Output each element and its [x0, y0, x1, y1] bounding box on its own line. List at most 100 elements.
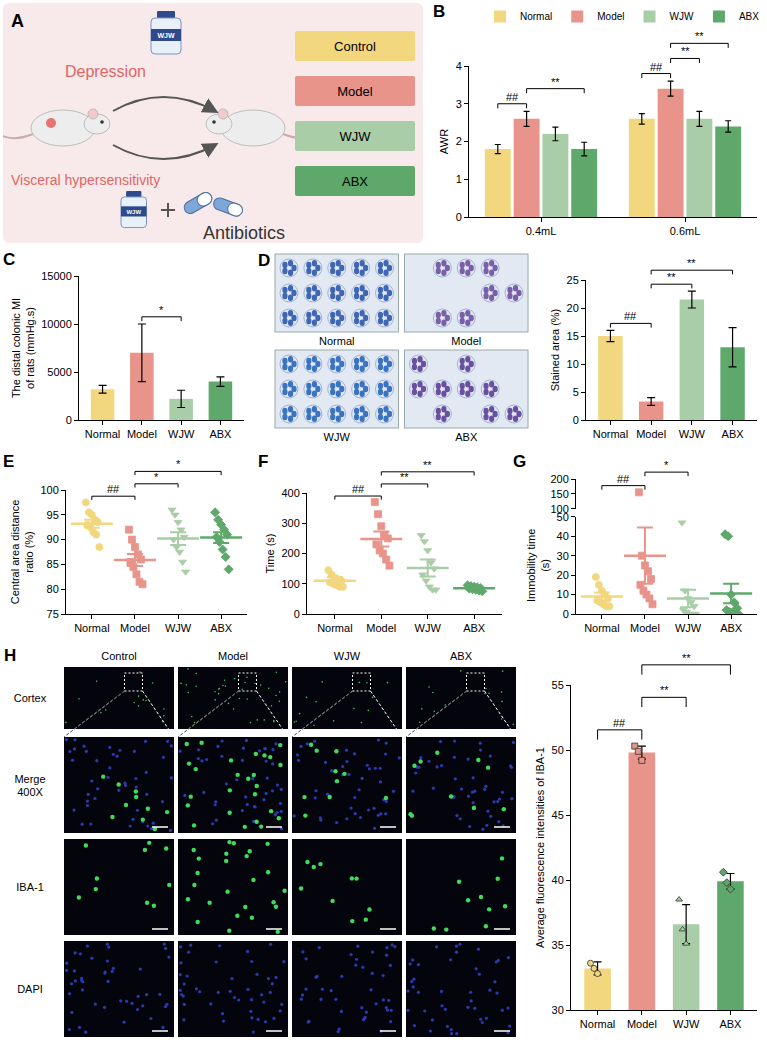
svg-text:55: 55 — [552, 679, 564, 691]
svg-text:400X: 400X — [17, 786, 43, 798]
svg-text:10: 10 — [557, 588, 569, 600]
svg-text:Normal: Normal — [580, 1018, 615, 1030]
svg-text:##: ## — [650, 61, 663, 73]
svg-text:Depression: Depression — [65, 63, 146, 80]
svg-text:WJW: WJW — [675, 622, 702, 634]
svg-text:WJW: WJW — [324, 431, 351, 443]
svg-text:Control: Control — [334, 39, 376, 54]
svg-text:45: 45 — [552, 809, 564, 821]
svg-text:**: ** — [551, 76, 560, 88]
svg-text:AWR: AWR — [438, 129, 450, 154]
svg-text:Stained area (%): Stained area (%) — [549, 309, 561, 392]
svg-text:100: 100 — [281, 578, 299, 590]
svg-text:Immobility time(s): Immobility time(s) — [525, 529, 551, 602]
svg-text:80: 80 — [47, 583, 59, 595]
svg-text:WJW: WJW — [669, 11, 693, 22]
svg-text:The distal colonic MIof rats (: The distal colonic MIof rats (mmHg.s) — [10, 298, 36, 398]
svg-text:**: ** — [681, 45, 690, 57]
svg-text:##: ## — [624, 310, 637, 322]
svg-text:WJW: WJW — [165, 622, 192, 634]
svg-text:ABX: ABX — [722, 428, 745, 440]
svg-text:15000: 15000 — [41, 270, 72, 282]
svg-text:40: 40 — [557, 530, 569, 542]
svg-text:75: 75 — [47, 608, 59, 620]
svg-text:20: 20 — [567, 302, 579, 314]
svg-text:D: D — [258, 251, 270, 270]
svg-text:30: 30 — [557, 550, 569, 562]
svg-text:50: 50 — [552, 744, 564, 756]
svg-text:WJW: WJW — [415, 622, 442, 634]
svg-text:Model: Model — [366, 622, 396, 634]
svg-text:*: * — [154, 471, 159, 483]
svg-text:Average fluorescence intensiti: Average fluorescence intensities of IBA-… — [534, 747, 546, 948]
svg-text:0.4mL: 0.4mL — [526, 225, 557, 237]
svg-text:##: ## — [107, 483, 120, 495]
svg-text:0: 0 — [573, 414, 579, 426]
svg-text:**: ** — [400, 471, 409, 483]
svg-text:A: A — [11, 11, 24, 31]
svg-text:ABX: ABX — [719, 1018, 742, 1030]
svg-text:0.6mL: 0.6mL — [670, 225, 701, 237]
svg-text:Normal: Normal — [584, 622, 619, 634]
svg-text:Normal: Normal — [85, 428, 120, 440]
svg-text:4: 4 — [456, 60, 462, 72]
svg-text:Normal: Normal — [593, 428, 628, 440]
svg-text:Normal: Normal — [319, 335, 354, 347]
svg-text:15: 15 — [567, 330, 579, 342]
svg-text:Central area distanceratio (%): Central area distanceratio (%) — [9, 500, 35, 605]
svg-text:Cortex: Cortex — [14, 692, 47, 704]
svg-text:10: 10 — [567, 358, 579, 370]
svg-text:ABX: ABX — [209, 428, 232, 440]
svg-text:Merge: Merge — [14, 773, 45, 785]
svg-text:ABX: ABX — [210, 622, 233, 634]
svg-text:##: ## — [352, 483, 365, 495]
svg-text:Model: Model — [630, 622, 660, 634]
svg-text:##: ## — [613, 717, 626, 729]
svg-text:##: ## — [617, 473, 630, 485]
svg-text:WJW: WJW — [679, 428, 706, 440]
svg-text:WJW: WJW — [673, 1018, 700, 1030]
svg-text:Model: Model — [218, 650, 248, 662]
svg-text:0: 0 — [294, 608, 300, 620]
svg-text:**: ** — [682, 652, 691, 664]
svg-text:1: 1 — [456, 173, 462, 185]
svg-text:Model: Model — [636, 428, 666, 440]
svg-text:85: 85 — [47, 558, 59, 570]
svg-text:Visceral hypersensitivity: Visceral hypersensitivity — [11, 172, 160, 188]
svg-text:150: 150 — [550, 488, 568, 500]
svg-text:Normal: Normal — [520, 11, 552, 22]
svg-text:Model: Model — [337, 84, 373, 99]
svg-text:**: ** — [423, 459, 432, 471]
svg-text:Normal: Normal — [317, 622, 352, 634]
svg-text:DAPI: DAPI — [17, 983, 43, 995]
svg-text:20: 20 — [557, 569, 569, 581]
svg-text:**: ** — [667, 271, 676, 283]
svg-text:30: 30 — [552, 1004, 564, 1016]
svg-text:Antibiotics: Antibiotics — [203, 223, 285, 243]
svg-text:Model: Model — [451, 335, 481, 347]
svg-text:WJW: WJW — [334, 650, 361, 662]
svg-text:3: 3 — [456, 98, 462, 110]
svg-text:0: 0 — [456, 211, 462, 223]
svg-text:Model: Model — [627, 1018, 657, 1030]
svg-text:ABX: ABX — [739, 11, 759, 22]
svg-text:Model: Model — [597, 11, 624, 22]
svg-text:*: * — [664, 459, 669, 471]
svg-text:400: 400 — [281, 487, 299, 499]
svg-text:ABX: ABX — [450, 650, 473, 662]
svg-text:Time (s): Time (s) — [264, 534, 276, 574]
svg-text:Normal: Normal — [74, 622, 109, 634]
svg-text:2: 2 — [456, 135, 462, 147]
svg-text:**: ** — [695, 30, 704, 42]
svg-text:10000: 10000 — [41, 318, 72, 330]
svg-text:95: 95 — [47, 509, 59, 521]
svg-text:ABX: ABX — [720, 622, 743, 634]
svg-text:5: 5 — [573, 386, 579, 398]
svg-text:Model: Model — [120, 622, 150, 634]
svg-text:40: 40 — [552, 874, 564, 886]
svg-text:90: 90 — [47, 533, 59, 545]
svg-text:*: * — [159, 304, 164, 316]
svg-text:200: 200 — [550, 473, 568, 485]
svg-text:5000: 5000 — [47, 366, 71, 378]
svg-text:WJW: WJW — [339, 129, 371, 144]
